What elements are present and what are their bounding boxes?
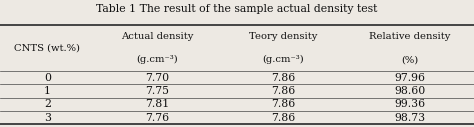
Text: 7.86: 7.86 <box>271 86 295 96</box>
Text: (%): (%) <box>401 55 419 64</box>
Text: 7.86: 7.86 <box>271 73 295 83</box>
Text: 7.86: 7.86 <box>271 99 295 109</box>
Text: 7.86: 7.86 <box>271 113 295 123</box>
Text: 7.76: 7.76 <box>146 113 170 123</box>
Text: Table 1 The result of the sample actual density test: Table 1 The result of the sample actual … <box>96 4 378 14</box>
Text: 98.73: 98.73 <box>394 113 426 123</box>
Text: 99.36: 99.36 <box>394 99 426 109</box>
Text: 2: 2 <box>44 99 51 109</box>
Text: Actual density: Actual density <box>121 32 194 41</box>
Text: 1: 1 <box>44 86 51 96</box>
Text: (g.cm⁻³): (g.cm⁻³) <box>262 55 304 64</box>
Text: 7.81: 7.81 <box>146 99 170 109</box>
Text: 3: 3 <box>44 113 51 123</box>
Text: 0: 0 <box>44 73 51 83</box>
Text: 7.75: 7.75 <box>146 86 170 96</box>
Text: 7.70: 7.70 <box>146 73 170 83</box>
Text: (g.cm⁻³): (g.cm⁻³) <box>137 55 179 64</box>
Text: 97.96: 97.96 <box>394 73 426 83</box>
Text: 98.60: 98.60 <box>394 86 426 96</box>
Text: CNTS (wt.%): CNTS (wt.%) <box>14 44 81 53</box>
Text: Teory density: Teory density <box>249 32 318 41</box>
Text: Relative density: Relative density <box>369 32 451 41</box>
